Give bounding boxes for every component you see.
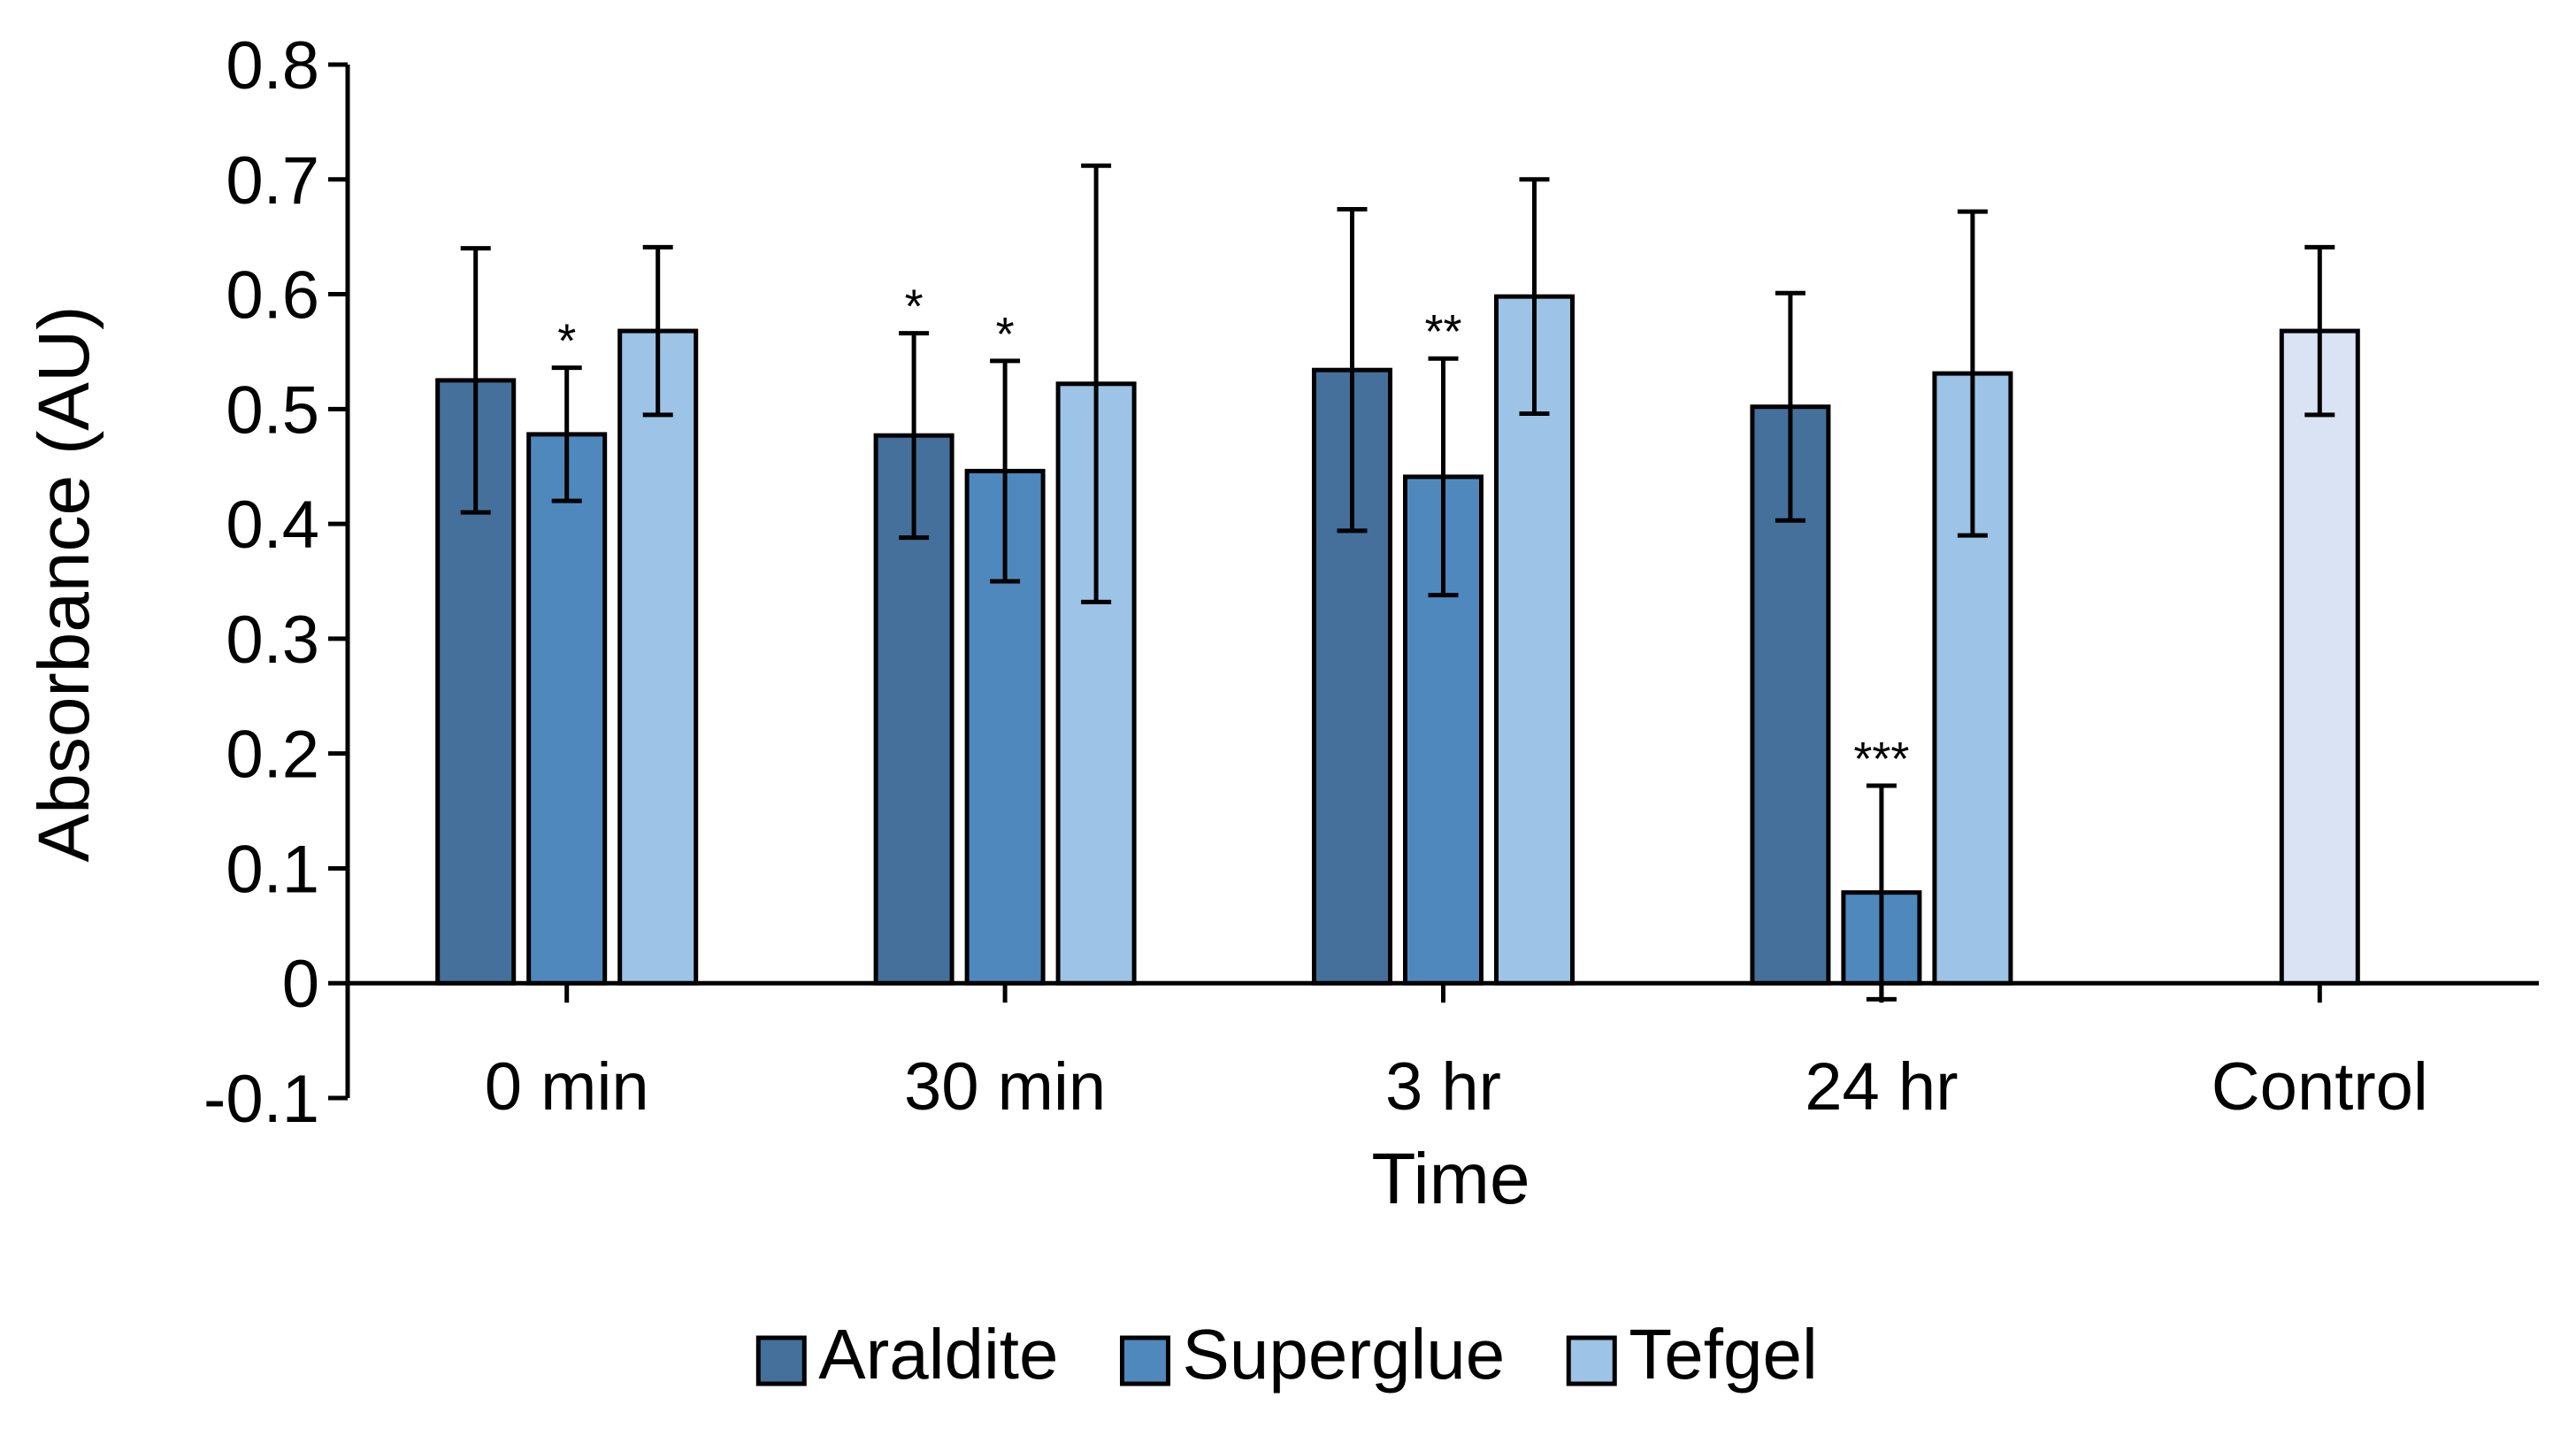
legend-item-araldite: Araldite	[755, 1315, 1059, 1394]
significance-annotation: **	[1424, 305, 1461, 358]
y-tick-label: -0.1	[203, 1062, 319, 1137]
x-tick-label: 24 hr	[1805, 1049, 1958, 1125]
error-bar-superglue-1	[990, 358, 1021, 584]
error-bar-superglue-2	[1428, 356, 1459, 598]
y-tick-label: 0.7	[226, 143, 319, 219]
y-tick-label: 0.4	[226, 488, 319, 563]
significance-annotation: *	[557, 315, 576, 368]
legend-label: Superglue	[1183, 1315, 1506, 1394]
error-bar-araldite-3	[1775, 290, 1806, 523]
x-tick-label: Control	[2212, 1049, 2428, 1125]
bar-superglue-2	[1403, 474, 1484, 986]
legend-label: Tefgel	[1629, 1315, 1817, 1394]
y-axis-title: Absorbance (AU)	[24, 306, 104, 863]
error-bar-tefgel-3	[1957, 209, 1988, 538]
bar-tefgel-0	[617, 328, 699, 986]
bar-control	[2279, 328, 2360, 986]
legend-swatch	[1120, 1335, 1171, 1386]
y-tick-label: 0.1	[226, 832, 319, 907]
x-tick-label: 0 min	[485, 1049, 649, 1125]
significance-annotation: ***	[1853, 733, 1909, 786]
error-bar-araldite-0	[460, 246, 491, 515]
y-tick-label: 0.3	[226, 603, 319, 678]
error-bar-tefgel-1	[1081, 163, 1112, 604]
x-tick-label: 30 min	[904, 1049, 1106, 1125]
y-tick-label: 0.5	[226, 372, 319, 448]
error-bar-superglue-0	[551, 365, 582, 503]
y-tick-label: 0.6	[226, 258, 319, 334]
error-bar-control	[2304, 244, 2335, 418]
plot-area: -0.1 0 0.1 0.2 0.3 0.4 0.5 0.6 0.7 0.8 0 min 30 min…	[203, 28, 2539, 1137]
y-tick-label: 0.2	[226, 718, 319, 793]
significance-annotation: *	[996, 308, 1015, 361]
y-tick-label: 0	[282, 947, 319, 1022]
legend-item-superglue: Superglue	[1120, 1315, 1506, 1394]
error-bar-araldite-2	[1337, 207, 1368, 534]
bar-superglue-0	[526, 432, 608, 986]
x-tick-label: 3 hr	[1385, 1049, 1501, 1125]
legend-item-tefgel: Tefgel	[1566, 1315, 1818, 1394]
error-bar-tefgel-2	[1519, 177, 1550, 417]
legend: Araldite Superglue Tefgel	[755, 1315, 1818, 1394]
error-bar-tefgel-0	[642, 244, 673, 418]
legend-swatch	[1566, 1335, 1617, 1386]
legend-label: Araldite	[818, 1315, 1058, 1394]
error-bar-araldite-1	[899, 331, 930, 541]
significance-annotation: *	[905, 280, 924, 334]
x-axis-title: Time	[1371, 1139, 1530, 1219]
y-tick-label: 0.8	[226, 28, 319, 104]
legend-swatch	[755, 1335, 807, 1386]
error-bar-superglue-3	[1866, 783, 1897, 1002]
